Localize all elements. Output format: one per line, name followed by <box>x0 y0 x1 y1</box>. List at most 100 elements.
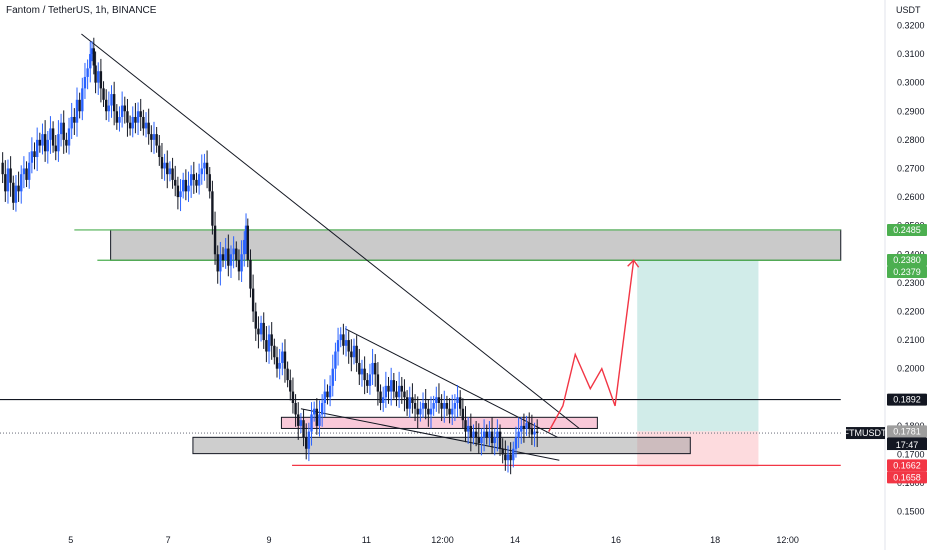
candle-body <box>400 385 403 392</box>
x-tick-label: 7 <box>166 535 171 545</box>
candle-body <box>126 111 129 123</box>
candle-body <box>224 248 227 260</box>
y-tick-label: 0.3200 <box>897 20 925 30</box>
candle-body <box>86 68 89 77</box>
price-tag-label: 0.1892 <box>893 395 921 405</box>
candle-body <box>205 162 209 175</box>
candle-body <box>278 362 281 369</box>
y-tick-label: 0.1500 <box>897 507 925 517</box>
candle-body <box>419 408 422 415</box>
candle-body <box>305 437 308 449</box>
candle-body <box>374 362 377 375</box>
candle-body <box>283 351 287 369</box>
candle-body <box>331 368 334 386</box>
candle-body <box>379 391 382 404</box>
candle-body <box>78 99 81 112</box>
countdown-tag <box>887 439 927 451</box>
candle-body <box>358 362 361 375</box>
candle-body <box>488 431 491 438</box>
candle-body <box>437 397 441 404</box>
candle-body <box>466 425 470 432</box>
candle-body <box>501 448 504 455</box>
candle-body <box>432 403 435 409</box>
candle-body <box>43 134 47 152</box>
price-tag-label: 0.2380 <box>893 255 921 265</box>
candle-body <box>480 437 483 444</box>
candle-body <box>493 437 496 444</box>
target-zone <box>637 260 759 432</box>
candle-body <box>99 71 103 89</box>
candle-body <box>46 139 49 152</box>
candle-body <box>368 374 372 386</box>
candle-body <box>254 311 257 329</box>
candle-body <box>41 134 44 146</box>
x-tick-label: 11 <box>362 535 371 545</box>
candle-body <box>128 122 132 129</box>
candle-body <box>456 397 459 404</box>
x-tick-label: 12:00 <box>776 535 799 545</box>
candle-body <box>102 88 105 100</box>
candle-body <box>67 128 71 146</box>
candle-body <box>265 340 268 352</box>
candle-body <box>163 162 166 169</box>
candle-body <box>528 423 531 429</box>
x-tick-label: 14 <box>510 535 520 545</box>
candle-body <box>395 391 398 398</box>
candle-body <box>389 380 393 392</box>
candle-body <box>189 174 193 186</box>
candle-body <box>448 408 451 415</box>
candle-body <box>397 385 401 398</box>
candle-body <box>142 116 145 129</box>
candle-body <box>28 162 31 180</box>
candle-body <box>281 351 284 363</box>
candle-body <box>35 139 39 158</box>
support-zone <box>192 436 691 455</box>
candle-body <box>451 408 454 415</box>
candle-body <box>184 179 188 192</box>
symbol-tag <box>846 427 885 440</box>
candle-body <box>517 431 520 438</box>
candle-body <box>120 105 124 117</box>
candle-body <box>12 182 15 203</box>
candle-body <box>275 357 279 369</box>
candles-layer <box>1 37 539 475</box>
candle-body <box>416 408 419 415</box>
candle-body <box>232 248 235 255</box>
candle-body <box>160 157 164 169</box>
candle-body <box>59 122 63 135</box>
candle-body <box>22 168 26 175</box>
candle-body <box>360 368 364 375</box>
candle-body <box>405 397 409 409</box>
candle-body <box>403 391 406 398</box>
price-tag-label: 0.2485 <box>893 225 921 235</box>
candle-body <box>216 254 219 272</box>
candle-body <box>435 397 438 404</box>
candle-body <box>251 288 255 312</box>
candle-body <box>203 162 206 169</box>
price-tag <box>887 459 927 472</box>
currency-label: USDT <box>896 5 921 15</box>
projected-path <box>548 260 635 432</box>
candle-body <box>262 322 265 341</box>
candle-body <box>257 328 260 335</box>
candle-body <box>243 239 246 255</box>
y-tick-label: 0.2900 <box>897 106 925 116</box>
y-tick-label: 0.3000 <box>897 78 925 88</box>
y-tick-label: 0.2600 <box>897 192 925 202</box>
price-tags-layer: 0.24850.23800.23790.18920.17810.17750.16… <box>844 223 927 484</box>
candle-body <box>75 99 79 123</box>
candle-body <box>464 420 467 432</box>
candle-body <box>195 179 198 186</box>
wedge-top-line <box>344 328 558 438</box>
candle-body <box>453 403 457 409</box>
candle-body <box>115 111 119 123</box>
candle-body <box>514 437 518 449</box>
candle-body <box>176 185 180 198</box>
candle-body <box>506 454 510 461</box>
candle-body <box>9 168 12 183</box>
candle-body <box>227 248 230 266</box>
candle-body <box>192 174 196 180</box>
x-tick-label: 9 <box>267 535 272 545</box>
time-axis[interactable]: 5 7 9 11 12:00 14 16 18 12:00 <box>68 535 799 545</box>
